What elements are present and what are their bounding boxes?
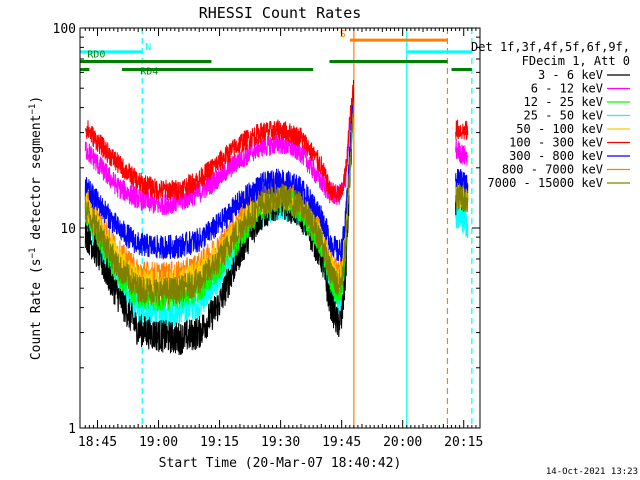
state-bars: N S RD0 RD4 (80, 29, 472, 78)
y-tick-label-2: 10 (60, 222, 76, 237)
axes: 1 10 100 18:45 19:00 19:15 19:30 19:45 20:00 20:1… (53, 22, 484, 450)
y-axis-label-post: ) (29, 96, 44, 104)
legend-header-line-2: FDecim 1, Att 0 (522, 54, 630, 68)
x-tick-label-6: 20:00 (383, 435, 422, 450)
legend: Det 1f,3f,4f,5f,6f,9f, FDecim 1, Att 0 3… (471, 40, 630, 190)
legend-label-1: 3 - 6 keV (538, 68, 603, 82)
x-tick-label-7: 20:15 (444, 435, 483, 450)
legend-label-2: 6 - 12 keV (531, 82, 603, 96)
y-axis-label: Count Rate (s−1 detector segment−1) (28, 96, 44, 360)
legend-label-9: 7000 - 15000 keV (487, 176, 603, 190)
legend-label-7: 300 - 800 keV (509, 149, 603, 163)
series-line-6 (84, 82, 469, 203)
x-tick-label-1: 18:45 (78, 435, 117, 450)
y-axis-label-mid: detector segment (29, 115, 44, 248)
plot-frame (79, 27, 481, 429)
series-line-2 (84, 85, 469, 216)
legend-header-line-1: Det 1f,3f,4f,5f,6f,9f, (471, 40, 630, 54)
legend-label-6: 100 - 300 keV (509, 136, 603, 150)
chart-title: RHESSI Count Rates (199, 4, 362, 22)
legend-label-8: 800 - 7000 keV (502, 163, 603, 177)
legend-label-5: 50 - 100 keV (516, 122, 603, 136)
y-axis-label-pre: Count Rate (s (29, 258, 44, 360)
y-tick-label-3: 100 (53, 22, 76, 37)
legend-label-4: 25 - 50 keV (524, 109, 603, 123)
y-tick-label-1: 1 (68, 422, 76, 437)
state-bar-label-rd0: RD0 (87, 49, 105, 60)
y-axis-label-sup2: −1 (28, 104, 38, 115)
x-axis-label: Start Time (20-Mar-07 18:40:42) (159, 456, 402, 471)
state-bar-label-n: N (145, 42, 151, 53)
x-tick-label-5: 19:45 (322, 435, 361, 450)
y-axis-label-sup1: −1 (28, 248, 38, 259)
series-lines (84, 79, 469, 356)
x-tick-label-3: 19:15 (200, 435, 239, 450)
state-bar-label-rd4: RD4 (140, 67, 158, 78)
x-tick-label-4: 19:30 (261, 435, 300, 450)
x-tick-label-2: 19:00 (139, 435, 178, 450)
legend-label-3: 12 - 25 keV (524, 95, 603, 109)
state-bar-label-s: S (340, 29, 346, 40)
series-line-9 (84, 102, 469, 306)
render-timestamp: 14-Oct-2021 13:23 (546, 467, 638, 477)
